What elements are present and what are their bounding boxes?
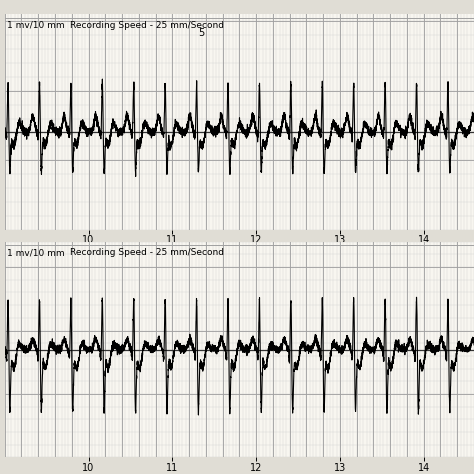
Text: 1 mv/10 mm: 1 mv/10 mm	[7, 21, 65, 30]
Text: 5: 5	[199, 28, 205, 38]
Text: Recording Speed - 25 mm/Second: Recording Speed - 25 mm/Second	[71, 248, 224, 257]
Text: 1 mv/10 mm: 1 mv/10 mm	[7, 248, 65, 257]
Text: Recording Speed - 25 mm/Second: Recording Speed - 25 mm/Second	[71, 21, 224, 30]
